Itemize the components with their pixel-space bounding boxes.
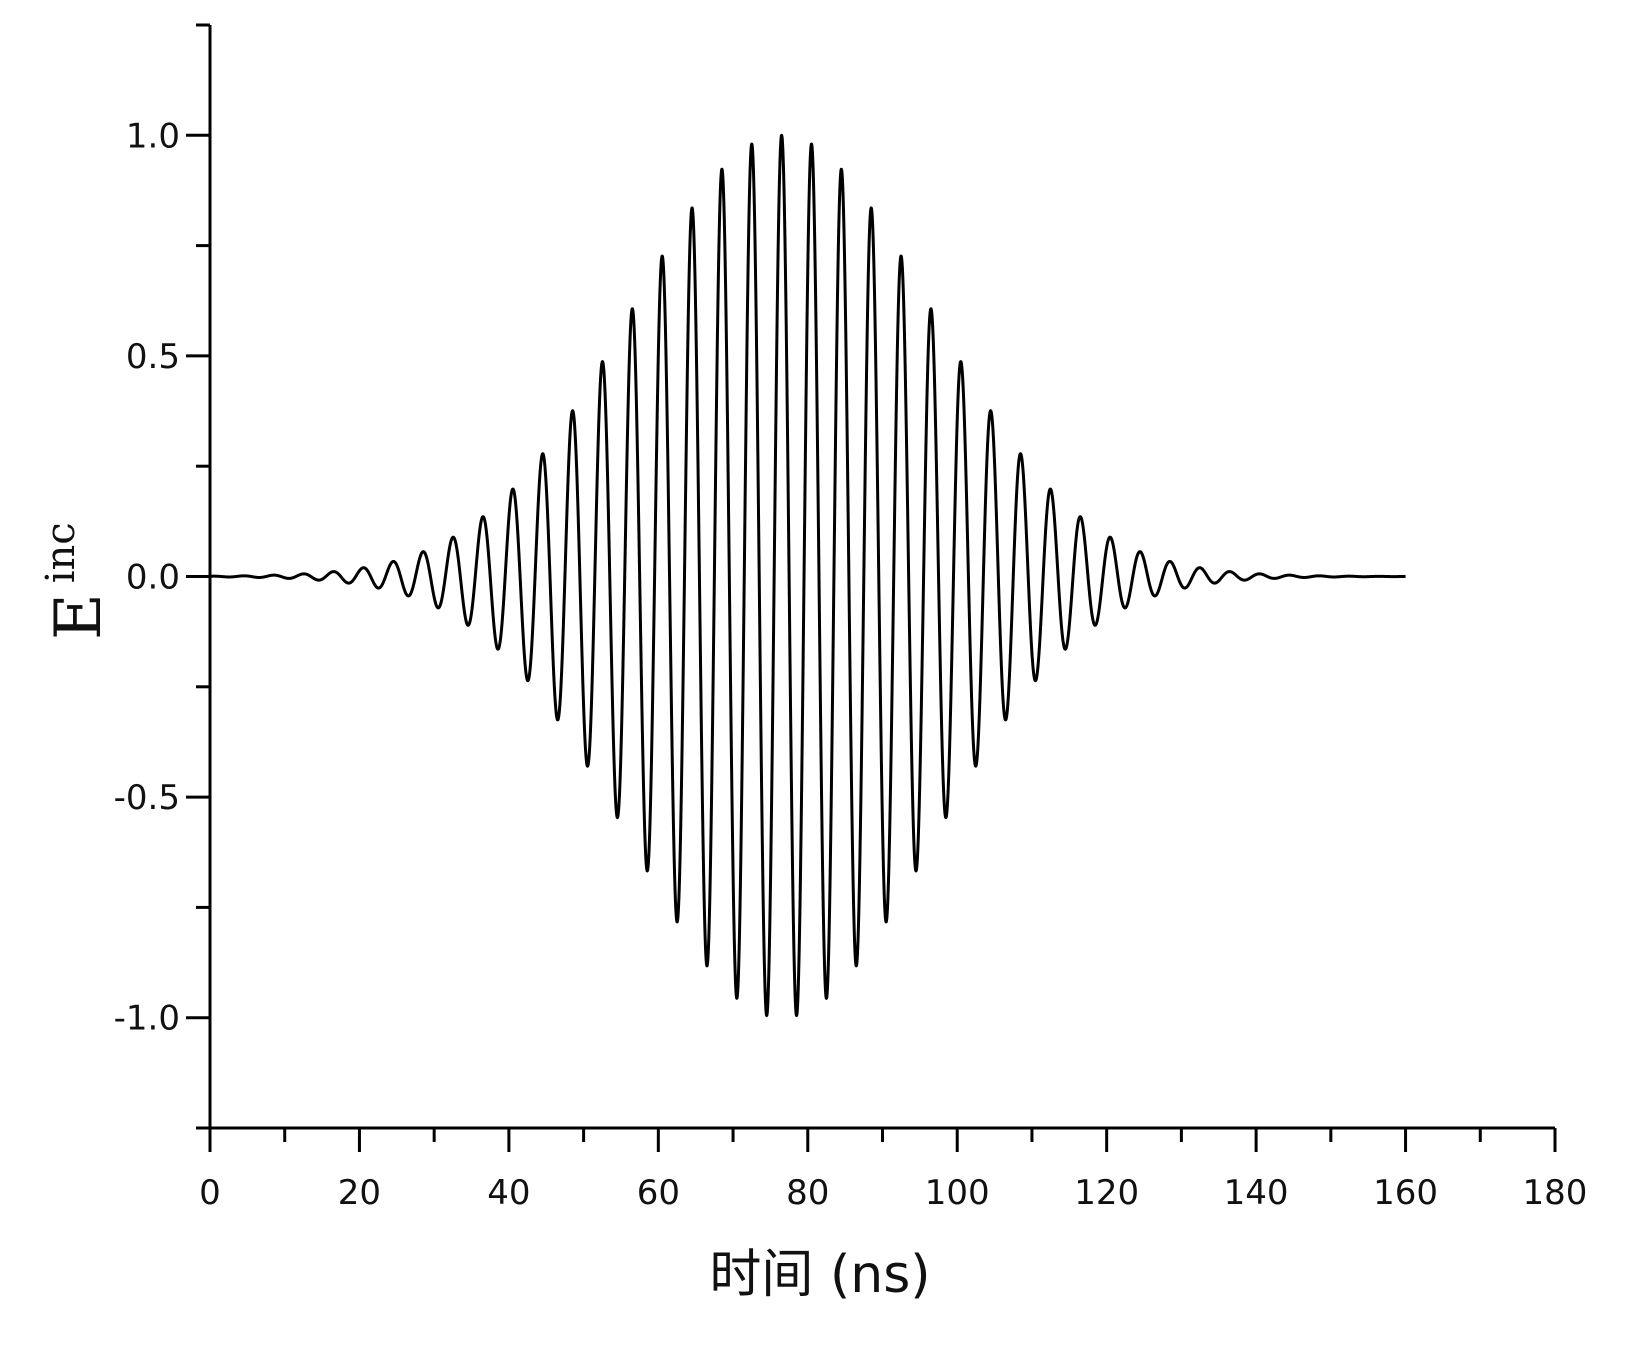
y-axis-label: E inc	[38, 522, 116, 640]
y-axis-label-superscript: inc	[38, 522, 84, 583]
x-tick-label: 120	[1074, 1173, 1139, 1213]
x-tick-label: 0	[199, 1173, 221, 1213]
ticks: 0 20 40 60 80 100 120 140 160 180 -1.0 -0.5 0.0 0.5 1.…	[114, 23, 1588, 1213]
x-axis-label: 时间 (ns)	[709, 1245, 930, 1305]
x-tick-label: 180	[1523, 1173, 1588, 1213]
y-tick-label: 1.0	[126, 116, 180, 156]
x-tick-label: 40	[487, 1173, 530, 1213]
y-tick-label: 0.5	[126, 337, 180, 377]
x-tick-label: 20	[338, 1173, 381, 1213]
svg-text:E inc: E inc	[38, 522, 116, 640]
x-tick-label: 60	[637, 1173, 680, 1213]
x-tick-label: 160	[1373, 1173, 1438, 1213]
series-line-0	[208, 133, 1407, 1017]
y-tick-label: -1.0	[114, 999, 180, 1039]
y-tick-label: 0.0	[126, 558, 180, 598]
y-axis-label-main: E	[42, 593, 116, 640]
x-tick-label: 80	[786, 1173, 829, 1213]
plot-area	[208, 133, 1407, 1017]
x-tick-label: 100	[925, 1173, 990, 1213]
x-tick-label: 140	[1224, 1173, 1289, 1213]
y-tick-label: -0.5	[114, 778, 180, 818]
